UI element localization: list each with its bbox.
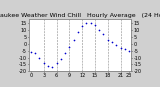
Point <box>68 46 71 47</box>
Point <box>124 49 126 50</box>
Point <box>60 58 62 60</box>
Point <box>72 39 75 40</box>
Point <box>55 62 58 64</box>
Point <box>85 23 88 24</box>
Point <box>119 47 122 49</box>
Point <box>42 62 45 64</box>
Point <box>51 67 54 68</box>
Point <box>115 45 118 46</box>
Point <box>94 24 96 25</box>
Point <box>38 57 41 58</box>
Point <box>34 53 36 54</box>
Point <box>30 51 32 53</box>
Point <box>81 25 83 27</box>
Point <box>89 23 92 24</box>
Point <box>106 39 109 40</box>
Point <box>111 42 113 43</box>
Point <box>128 50 130 51</box>
Point <box>64 53 66 54</box>
Point <box>98 29 100 31</box>
Point <box>47 65 49 67</box>
Title: Milwaukee Weather Wind Chill   Hourly Average   (24 Hours): Milwaukee Weather Wind Chill Hourly Aver… <box>0 13 160 18</box>
Point <box>102 34 105 35</box>
Point <box>77 31 79 32</box>
